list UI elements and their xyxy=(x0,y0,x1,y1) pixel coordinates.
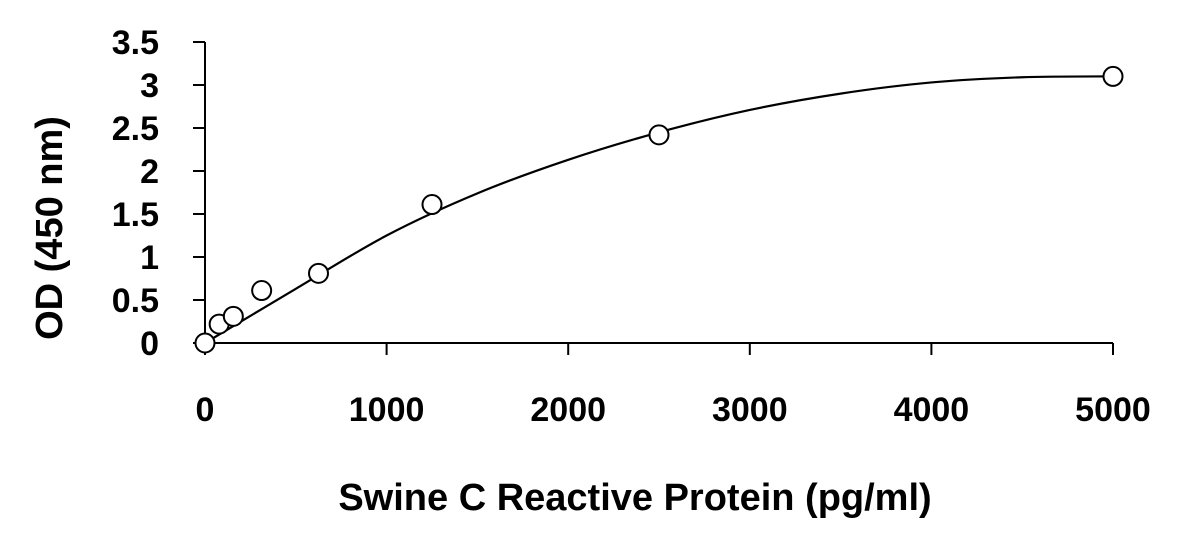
data-point xyxy=(421,194,443,216)
data-point xyxy=(251,280,273,302)
data-point xyxy=(1102,65,1124,87)
x-tick-label: 3000 xyxy=(712,391,788,429)
x-ticks: 0 1000 2000 3000 4000 5000 xyxy=(196,343,1151,429)
x-tick-label: 0 xyxy=(196,391,215,429)
y-tick-label: 3.5 xyxy=(112,24,159,62)
data-points xyxy=(194,65,1124,354)
y-tick-label: 2.5 xyxy=(112,110,159,148)
y-tick-label: 0 xyxy=(140,325,159,363)
y-tick-label: 1 xyxy=(140,239,159,277)
x-tick-label: 1000 xyxy=(349,391,425,429)
standard-curve-line xyxy=(204,75,1114,344)
data-point xyxy=(308,262,329,284)
y-axis-title: OD (450 nm) xyxy=(29,116,71,340)
y-tick-label: 3 xyxy=(140,67,159,105)
x-axis-title: Swine C Reactive Protein (pg/ml) xyxy=(338,477,931,519)
x-tick-label: 2000 xyxy=(530,391,606,429)
x-tick-label: 4000 xyxy=(894,391,970,429)
data-point xyxy=(194,332,216,354)
x-axis: 0 1000 2000 3000 4000 5000 xyxy=(196,342,1151,429)
y-tick-label: 1.5 xyxy=(112,196,159,234)
y-ticks: 0 0.5 1 1.5 2 2.5 3 3.5 xyxy=(112,24,205,363)
y-tick-label: 0.5 xyxy=(112,282,159,320)
data-point xyxy=(648,124,670,146)
x-tick-label: 5000 xyxy=(1075,391,1151,429)
y-tick-label: 2 xyxy=(140,153,159,191)
data-point xyxy=(222,305,244,327)
y-axis: 0 0.5 1 1.5 2 2.5 3 3.5 xyxy=(112,24,206,363)
